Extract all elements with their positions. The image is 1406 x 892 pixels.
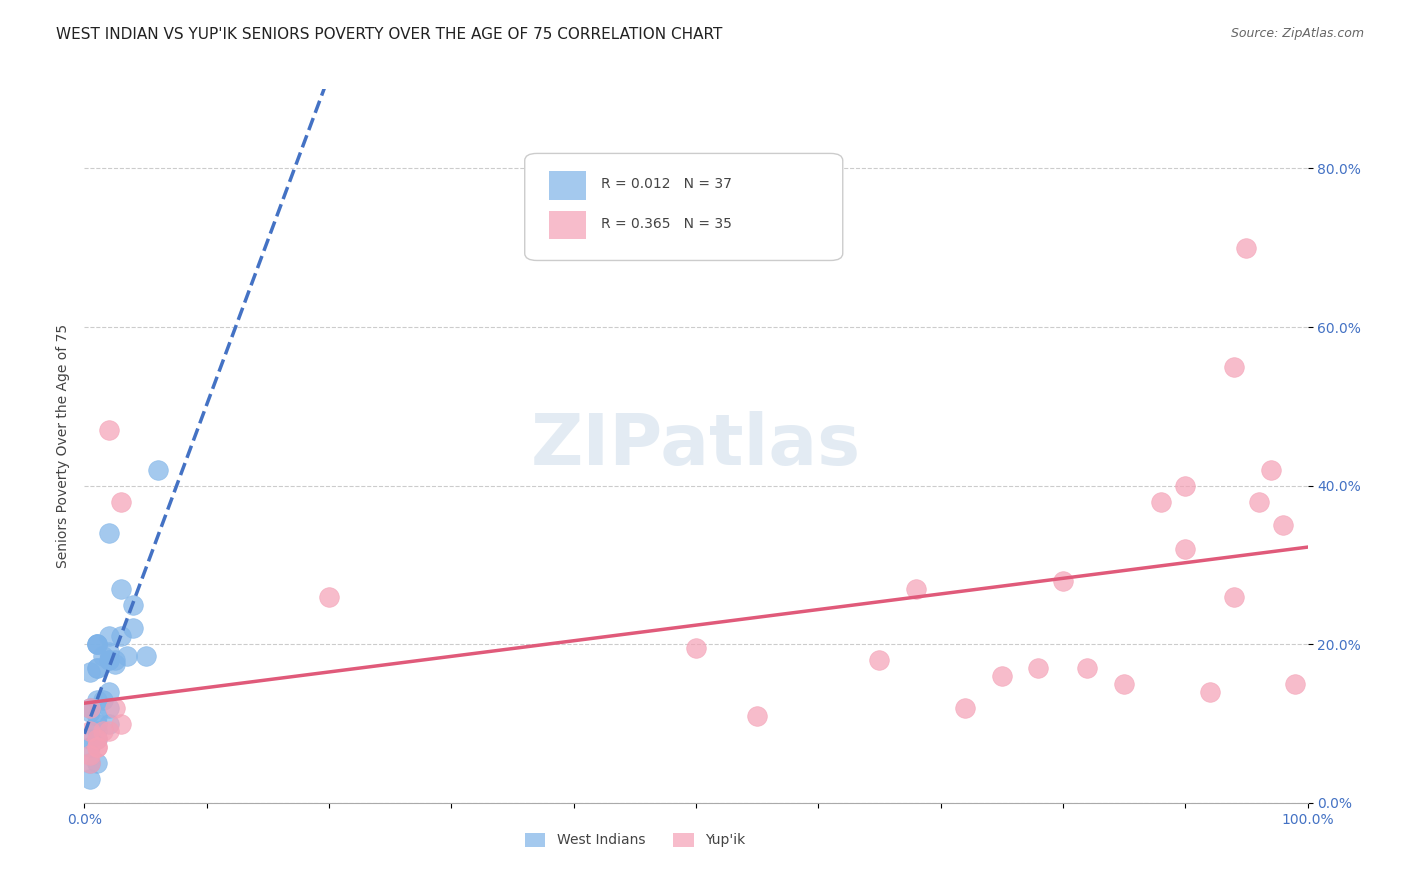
Point	[97, 653, 120, 667]
Point	[1247, 494, 1270, 508]
Point	[1028, 661, 1050, 675]
Point	[79, 700, 101, 714]
Text: R = 0.012   N = 37: R = 0.012 N = 37	[600, 178, 731, 191]
Point	[110, 494, 132, 508]
Point	[135, 649, 157, 664]
Point	[104, 657, 127, 671]
Point	[1236, 241, 1258, 255]
Point	[1284, 677, 1306, 691]
Point	[91, 649, 114, 664]
Point	[86, 732, 108, 747]
Point	[86, 637, 108, 651]
FancyBboxPatch shape	[550, 211, 586, 239]
Point	[86, 756, 108, 771]
Point	[91, 692, 114, 706]
Point	[747, 708, 769, 723]
Point	[86, 716, 108, 731]
Point	[91, 724, 114, 739]
Point	[86, 740, 108, 755]
Point	[115, 649, 138, 664]
Point	[97, 724, 120, 739]
Point	[991, 669, 1014, 683]
Point	[1076, 661, 1098, 675]
Point	[905, 582, 928, 596]
Point	[1223, 359, 1246, 374]
Point	[869, 653, 891, 667]
Point	[110, 716, 132, 731]
Point	[110, 582, 132, 596]
Point	[97, 629, 120, 643]
Text: ZIPatlas: ZIPatlas	[531, 411, 860, 481]
Text: Source: ZipAtlas.com: Source: ZipAtlas.com	[1230, 27, 1364, 40]
FancyBboxPatch shape	[550, 171, 586, 200]
Point	[86, 692, 108, 706]
Point	[1174, 478, 1197, 492]
Point	[86, 637, 108, 651]
Point	[122, 598, 145, 612]
Point	[86, 708, 108, 723]
Point	[86, 637, 108, 651]
Point	[97, 700, 120, 714]
Point	[79, 700, 101, 714]
Point	[104, 653, 127, 667]
Point	[79, 756, 101, 771]
Y-axis label: Seniors Poverty Over the Age of 75: Seniors Poverty Over the Age of 75	[56, 324, 70, 568]
Point	[318, 590, 340, 604]
Point	[1174, 542, 1197, 557]
Point	[79, 732, 101, 747]
Point	[79, 705, 101, 719]
Point	[86, 724, 108, 739]
Point	[79, 748, 101, 763]
Point	[86, 740, 108, 755]
Point	[1272, 518, 1295, 533]
Point	[1114, 677, 1136, 691]
Point	[97, 526, 120, 541]
Point	[1052, 574, 1074, 588]
Point	[97, 653, 120, 667]
Point	[79, 665, 101, 679]
Point	[86, 732, 108, 747]
Point	[97, 716, 120, 731]
Point	[97, 645, 120, 659]
Text: R = 0.365   N = 35: R = 0.365 N = 35	[600, 217, 731, 231]
Point	[86, 661, 108, 675]
FancyBboxPatch shape	[524, 153, 842, 260]
Point	[86, 661, 108, 675]
Point	[122, 621, 145, 635]
Point	[1150, 494, 1173, 508]
Point	[79, 740, 101, 755]
Point	[685, 641, 707, 656]
Text: WEST INDIAN VS YUP'IK SENIORS POVERTY OVER THE AGE OF 75 CORRELATION CHART: WEST INDIAN VS YUP'IK SENIORS POVERTY OV…	[56, 27, 723, 42]
Point	[104, 700, 127, 714]
Point	[79, 772, 101, 786]
Point	[146, 463, 169, 477]
Point	[1223, 590, 1246, 604]
Point	[953, 700, 976, 714]
Legend: West Indians, Yup'ik: West Indians, Yup'ik	[519, 827, 751, 853]
Point	[1260, 463, 1282, 477]
Point	[97, 423, 120, 437]
Point	[1198, 685, 1220, 699]
Point	[79, 724, 101, 739]
Point	[110, 629, 132, 643]
Point	[97, 685, 120, 699]
Point	[79, 756, 101, 771]
